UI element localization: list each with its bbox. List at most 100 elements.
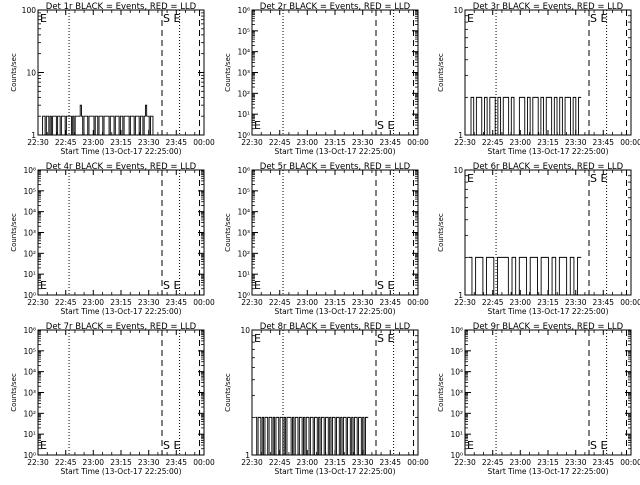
marker-label-left: E: [254, 279, 261, 292]
x-tick-label: 23:45: [165, 138, 187, 147]
y-tick-label: 10⁴: [450, 368, 463, 377]
x-tick-label: 23:45: [379, 298, 401, 307]
plot-title: Det 2r BLACK = Events, RED = LLD: [260, 2, 411, 12]
marker-label-right: S E: [590, 172, 607, 185]
y-tick-label: 10⁰: [23, 451, 36, 460]
y-tick-label: 10: [240, 326, 250, 335]
x-tick-label: 23:30: [565, 458, 587, 467]
y-axis-label: Counts/sec: [437, 373, 445, 412]
x-tick-label: 00:00: [193, 138, 215, 147]
y-tick-label: 10⁰: [23, 291, 36, 300]
x-axis-label: Start Time (13-Oct-17 22:25:00): [274, 307, 395, 316]
y-tick-label: 10⁴: [237, 208, 250, 217]
x-tick-label: 23:15: [324, 298, 346, 307]
x-tick-label: 22:30: [241, 138, 263, 147]
x-tick-label: 23:45: [379, 458, 401, 467]
plot-title: Det 8r BLACK = Events, RED = LLD: [260, 322, 411, 332]
marker-label-right: S E: [377, 119, 394, 132]
x-tick-label: 23:45: [165, 458, 187, 467]
x-tick-label: 00:00: [620, 298, 640, 307]
x-tick-label: 23:15: [537, 458, 559, 467]
y-tick-label: 10: [26, 69, 36, 78]
y-axis-label: Counts/sec: [10, 53, 18, 92]
y-tick-label: 10⁴: [23, 208, 36, 217]
x-tick-label: 23:30: [138, 298, 160, 307]
x-tick-label: 22:45: [55, 458, 77, 467]
x-tick-label: 23:00: [82, 458, 104, 467]
marker-label-right: S E: [163, 279, 180, 292]
x-tick-label: 00:00: [193, 458, 215, 467]
y-tick-label: 10⁶: [237, 166, 250, 175]
x-tick-label: 23:30: [352, 458, 374, 467]
marker-label-right: S E: [590, 12, 607, 25]
x-tick-label: 23:00: [82, 138, 104, 147]
plot-title: Det 6r BLACK = Events, RED = LLD: [473, 162, 624, 172]
y-axis-label: Counts/sec: [224, 373, 232, 412]
y-tick-label: 10⁴: [23, 368, 36, 377]
x-tick-label: 22:30: [241, 458, 263, 467]
plot-title: Det 1r BLACK = Events, RED = LLD: [46, 2, 197, 12]
x-tick-label: 23:45: [592, 458, 614, 467]
y-tick-label: 1: [458, 131, 463, 140]
x-tick-label: 23:30: [138, 138, 160, 147]
x-tick-label: 23:15: [110, 138, 132, 147]
y-tick-label: 10¹: [237, 110, 250, 119]
x-tick-label: 23:00: [509, 458, 531, 467]
x-tick-label: 23:00: [82, 298, 104, 307]
y-axis-label: Counts/sec: [224, 53, 232, 92]
x-tick-label: 22:30: [454, 138, 476, 147]
y-tick-label: 10³: [237, 229, 250, 238]
y-axis-label: Counts/sec: [437, 53, 445, 92]
y-tick-label: 10: [453, 6, 463, 15]
plot-det-2: Det 2r BLACK = Events, RED = LLD 10⁰ 10¹ 10…: [224, 2, 429, 156]
x-tick-label: 22:45: [55, 138, 77, 147]
marker-label-left: E: [254, 332, 261, 345]
x-tick-label: 00:00: [407, 458, 429, 467]
y-axis-label: Counts/sec: [437, 213, 445, 252]
y-tick-label: 10¹: [23, 430, 36, 439]
y-tick-label: 10⁵: [23, 187, 36, 196]
y-tick-label: 10²: [23, 409, 36, 418]
x-axis-label: Start Time (13-Oct-17 22:25:00): [60, 467, 181, 476]
events-series-line: [468, 256, 582, 296]
y-tick-label: 10: [453, 166, 463, 175]
x-tick-label: 22:30: [27, 458, 49, 467]
x-tick-label: 23:45: [379, 138, 401, 147]
marker-label-right: S E: [377, 279, 394, 292]
y-tick-label: 10²: [23, 249, 36, 258]
plot-det-4: Det 4r BLACK = Events, RED = LLD 10⁰ 10¹ 10…: [10, 162, 215, 316]
y-tick-label: 1: [245, 451, 250, 460]
y-tick-label: 10²: [450, 409, 463, 418]
y-tick-label: 10⁵: [237, 187, 250, 196]
marker-label-left: E: [467, 172, 474, 185]
y-tick-label: 10²: [237, 249, 250, 258]
x-axis-label: Start Time (13-Oct-17 22:25:00): [487, 467, 608, 476]
marker-label-left: E: [467, 439, 474, 452]
y-tick-label: 10⁴: [237, 48, 250, 57]
x-tick-label: 23:30: [352, 298, 374, 307]
y-axis-label: Counts/sec: [224, 213, 232, 252]
plot-det-6: Det 6r BLACK = Events, RED = LLD 1 10 22:30…: [437, 162, 640, 316]
plot-det-9: Det 9r BLACK = Events, RED = LLD 10⁰ 10¹ 10…: [437, 322, 640, 476]
y-tick-label: 10⁵: [23, 347, 36, 356]
marker-label-left: E: [40, 279, 47, 292]
y-tick-label: 10⁰: [450, 451, 463, 460]
marker-label-left: E: [40, 12, 47, 25]
x-axis-label: Start Time (13-Oct-17 22:25:00): [487, 147, 608, 156]
x-tick-label: 23:00: [509, 138, 531, 147]
events-series-line: [41, 104, 155, 136]
x-tick-label: 22:30: [27, 298, 49, 307]
marker-label-left: E: [254, 119, 261, 132]
y-tick-label: 10²: [237, 89, 250, 98]
y-tick-label: 10⁵: [450, 347, 463, 356]
x-tick-label: 00:00: [407, 298, 429, 307]
plot-title: Det 3r BLACK = Events, RED = LLD: [473, 2, 624, 12]
x-tick-label: 00:00: [407, 138, 429, 147]
x-tick-label: 23:15: [537, 298, 559, 307]
plot-det-5: Det 5r BLACK = Events, RED = LLD 10⁰ 10¹ 10…: [224, 162, 429, 316]
x-tick-label: 22:30: [241, 298, 263, 307]
x-tick-label: 23:00: [296, 298, 318, 307]
x-tick-label: 23:00: [296, 458, 318, 467]
x-tick-label: 22:30: [27, 138, 49, 147]
y-tick-label: 1: [458, 291, 463, 300]
